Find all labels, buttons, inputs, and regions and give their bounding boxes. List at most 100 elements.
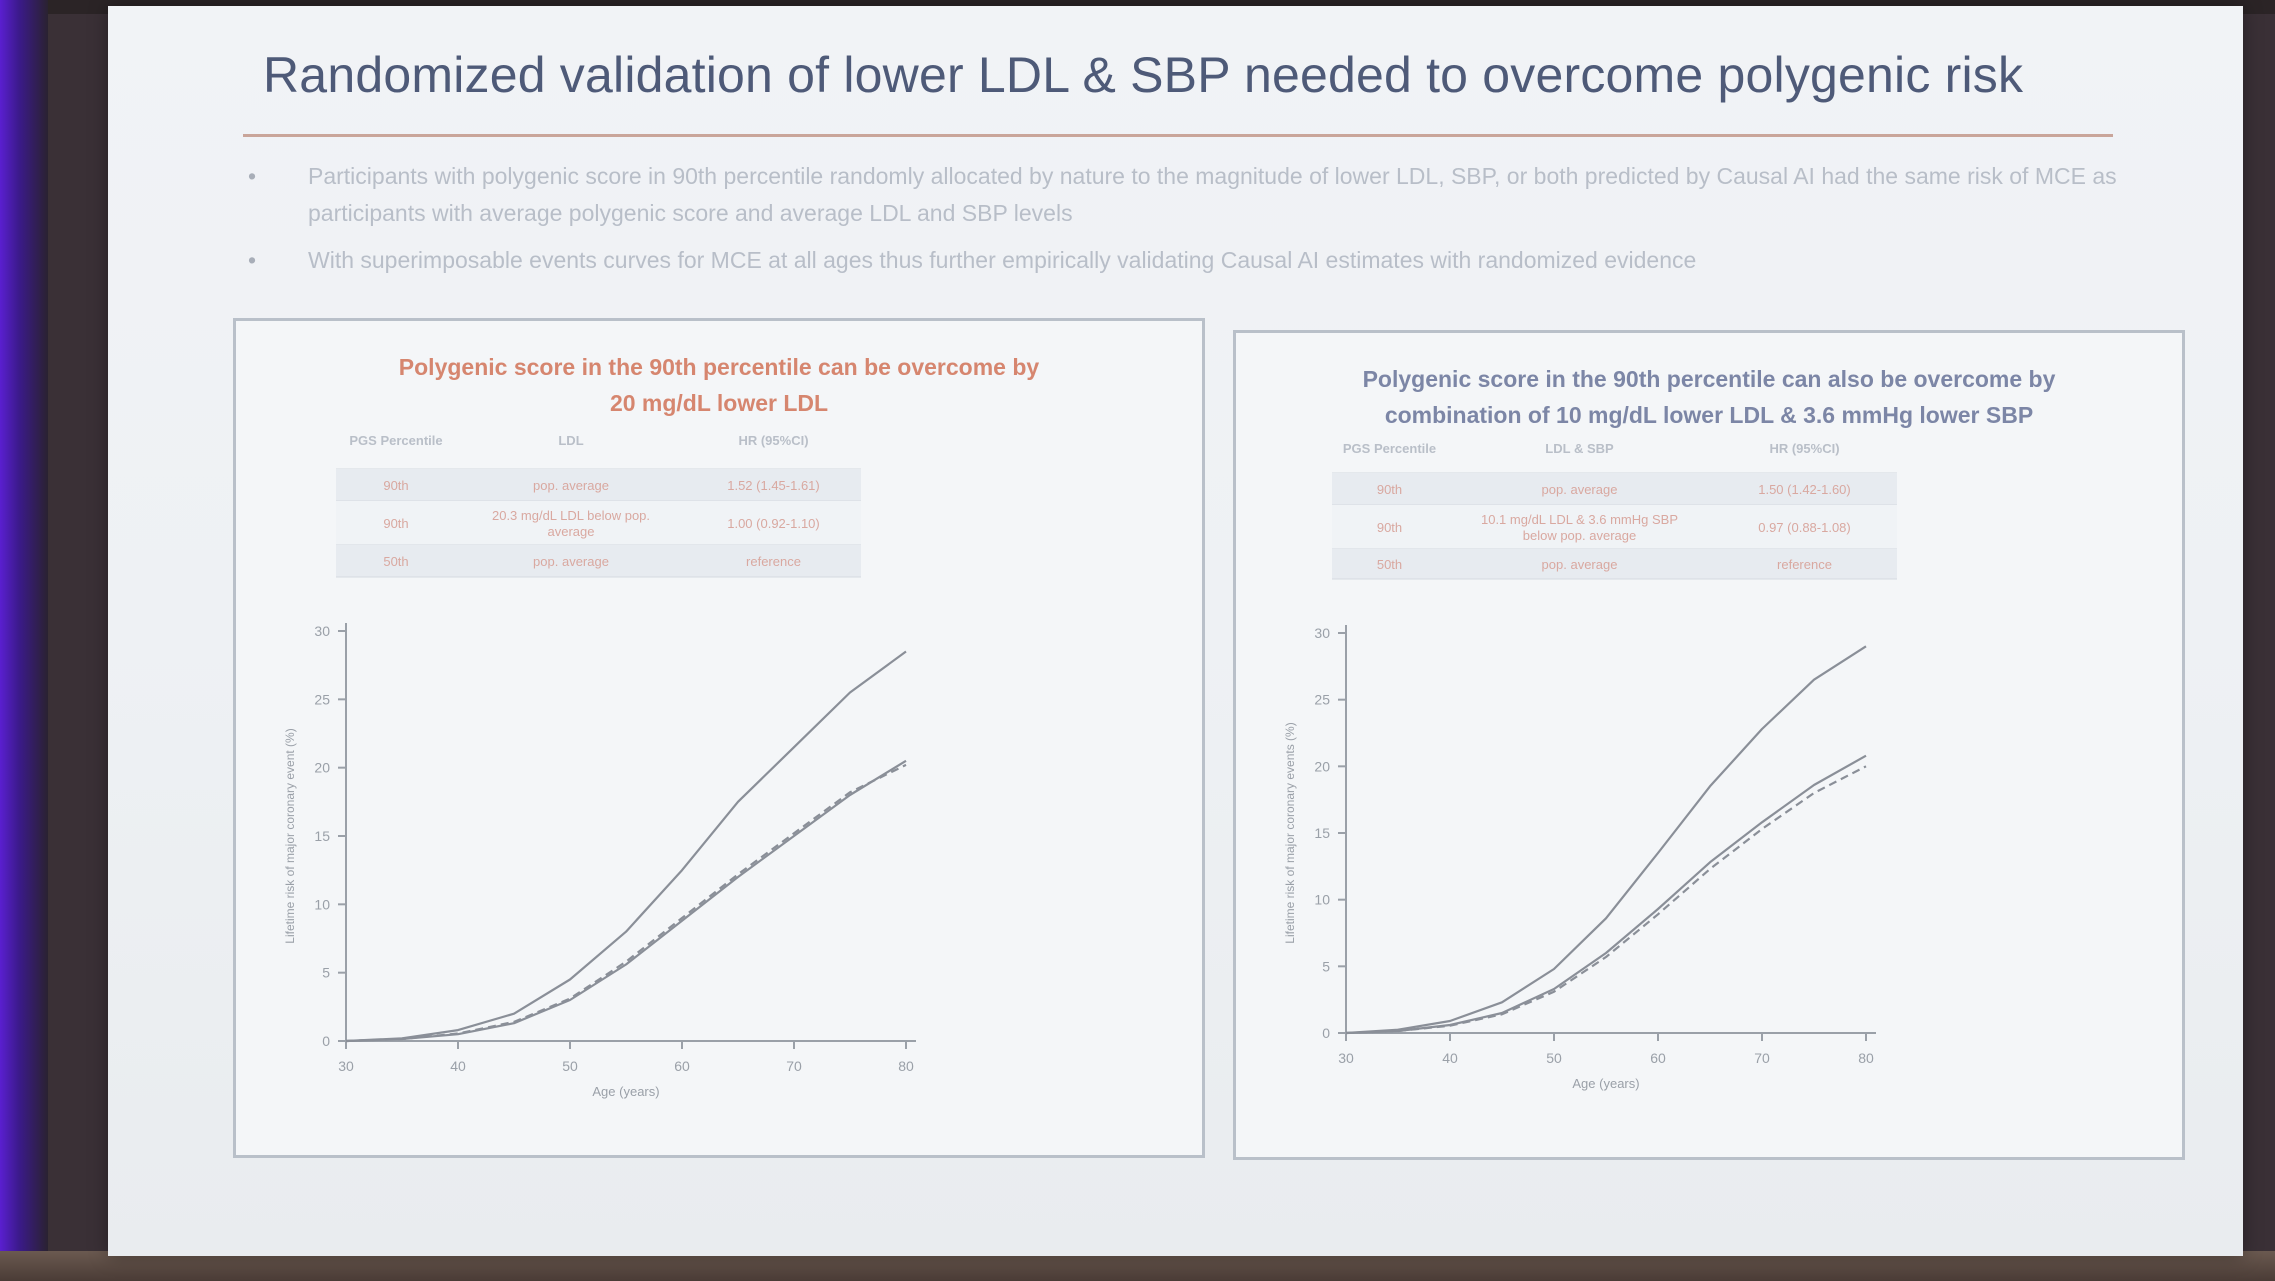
table-cell-text: 1.50 (1.42-1.60) [1758, 482, 1851, 497]
y-tick-label: 0 [322, 1033, 330, 1049]
x-tick-label: 60 [1650, 1050, 1666, 1066]
table-cell-text: 10.1 mg/dL LDL & 3.6 mmHg SBP [1481, 512, 1678, 527]
table-cell: 0.97 (0.88-1.08) [1758, 520, 1851, 535]
table-cell: 1.00 (0.92-1.10) [727, 516, 820, 531]
table-cell: reference [746, 554, 801, 569]
x-tick-label: 70 [1754, 1050, 1770, 1066]
bullet-item: • Participants with polygenic score in 9… [248, 158, 2228, 232]
y-tick-label: 5 [322, 965, 330, 981]
table-cell-text: 90th [383, 516, 408, 531]
bullet-text: With superimposable events curves for MC… [308, 247, 1697, 273]
table-cell-text: 90th [383, 478, 408, 493]
table-header-cell: PGS Percentile [349, 433, 442, 448]
table-header-cell: HR (95%CI) [1769, 441, 1839, 456]
x-axis-label: Age (years) [592, 1084, 659, 1099]
bullet-item: • With superimposable events curves for … [248, 242, 2228, 279]
x-tick-label: 60 [674, 1058, 690, 1074]
chart-panel-ldl: Polygenic score in the 90th percentile c… [233, 318, 1205, 1158]
table-cell-text: below pop. average [1523, 528, 1636, 543]
y-tick-label: 30 [1314, 625, 1330, 641]
table-cell-text: pop. average [1542, 557, 1618, 572]
bullet-glyph: • [248, 163, 257, 189]
presentation-slide: Randomized validation of lower LDL & SBP… [108, 6, 2243, 1256]
table-row [1332, 505, 1897, 549]
table-header-cell: LDL & SBP [1545, 441, 1614, 456]
table-cell: 90th [1377, 520, 1402, 535]
series-line-3 [1345, 765, 1867, 1035]
table-cell: 1.50 (1.42-1.60) [1758, 482, 1851, 497]
series-line-2 [1345, 754, 1867, 1035]
title-divider [243, 134, 2113, 137]
y-tick-label: 30 [314, 623, 330, 639]
table-cell-text: LDL [558, 433, 583, 448]
table-cell: 20.3 mg/dL LDL below pop.average [492, 508, 650, 539]
chart-title: Polygenic score in the 90th percentile c… [1266, 361, 2152, 433]
x-tick-label: 80 [898, 1058, 914, 1074]
table-cell-text: HR (95%CI) [1769, 441, 1839, 456]
table-cell-text: reference [1777, 557, 1832, 572]
table-cell-text: pop. average [533, 554, 609, 569]
x-tick-label: 40 [1442, 1050, 1458, 1066]
y-tick-label: 10 [1314, 892, 1330, 908]
table-cell-text: 90th [1377, 482, 1402, 497]
table-header-cell: LDL [558, 433, 583, 448]
table-cell: pop. average [533, 478, 609, 493]
bullet-glyph: • [248, 247, 257, 273]
x-tick-label: 40 [450, 1058, 466, 1074]
table-cell: 50th [1377, 557, 1402, 572]
table-cell: 90th [383, 478, 408, 493]
table-cell-text: 0.97 (0.88-1.08) [1758, 520, 1851, 535]
x-tick-label: 70 [786, 1058, 802, 1074]
chart-title-line: Polygenic score in the 90th percentile c… [1362, 366, 2056, 392]
table-cell-text: average [548, 524, 595, 539]
y-tick-label: 10 [314, 896, 330, 912]
chart-panel-ldl-sbp: Polygenic score in the 90th percentile c… [1233, 330, 2185, 1160]
y-tick-label: 15 [1314, 825, 1330, 841]
table-row [336, 469, 861, 501]
table-cell-text: 1.00 (0.92-1.10) [727, 516, 820, 531]
table-row [336, 545, 861, 577]
room-background-bottom [0, 1251, 2275, 1281]
table-cell-text: 20.3 mg/dL LDL below pop. [492, 508, 650, 523]
bullet-text: Participants with polygenic score in 90t… [308, 163, 2117, 226]
table-cell-text: LDL & SBP [1545, 441, 1614, 456]
table-header-cell: PGS Percentile [1343, 441, 1436, 456]
x-tick-label: 30 [338, 1058, 354, 1074]
y-tick-label: 0 [1322, 1025, 1330, 1041]
y-tick-label: 5 [1322, 958, 1330, 974]
y-axis-label: Lifetime risk of major coronary events (… [1283, 722, 1297, 943]
slide-title: Randomized validation of lower LDL & SBP… [263, 47, 2024, 103]
chart-plot-ldl-sbp: 30 40 50 60 70 80 0 5 10 15 20 25 30 Age (years) Lifet… [1283, 441, 1897, 1091]
table-cell-text: 1.52 (1.45-1.61) [727, 478, 820, 493]
table-row [336, 501, 861, 545]
table-cell-text: HR (95%CI) [738, 433, 808, 448]
x-axis-label: Age (years) [1572, 1076, 1639, 1091]
series-line-1 [345, 650, 907, 1043]
series-line-3 [345, 763, 907, 1043]
table-cell: 90th [383, 516, 408, 531]
table-cell: pop. average [1542, 482, 1618, 497]
table-cell-text: 50th [383, 554, 408, 569]
y-tick-label: 15 [314, 828, 330, 844]
table-header-cell: HR (95%CI) [738, 433, 808, 448]
table-cell-text: 50th [1377, 557, 1402, 572]
x-tick-label: 50 [562, 1058, 578, 1074]
bullet-list: • Participants with polygenic score in 9… [248, 158, 2228, 289]
series-line-1 [1345, 645, 1867, 1035]
table-cell: pop. average [533, 554, 609, 569]
table-cell-text: pop. average [533, 478, 609, 493]
table-cell: 50th [383, 554, 408, 569]
table-cell: pop. average [1542, 557, 1618, 572]
table-cell: 1.52 (1.45-1.61) [727, 478, 820, 493]
x-tick-label: 80 [1858, 1050, 1874, 1066]
chart-title-line: combination of 10 mg/dL lower LDL & 3.6 … [1384, 402, 2034, 428]
chart-title: Polygenic score in the 90th percentile c… [266, 349, 1172, 421]
table-cell-text: 90th [1377, 520, 1402, 535]
y-tick-label: 20 [1314, 758, 1330, 774]
table-cell-text: PGS Percentile [1343, 441, 1436, 456]
y-axis-label: Lifetime risk of major coronary event (%… [283, 728, 297, 943]
chart-title-line: Polygenic score in the 90th percentile c… [398, 354, 1040, 380]
table-row [1332, 473, 1897, 505]
chart-plot-ldl: 30 40 50 60 70 80 0 5 10 15 20 25 30 Age (years) Lifet… [283, 433, 916, 1099]
